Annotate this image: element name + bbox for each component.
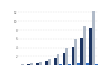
Bar [63,53,66,65]
Bar [95,64,98,65]
Bar [21,64,24,65]
Bar [66,48,68,65]
Bar [83,26,86,65]
Bar [77,63,80,65]
Bar [89,28,92,65]
Bar [45,61,48,65]
Bar [54,58,57,65]
Bar [59,64,62,65]
Bar [57,54,59,65]
Bar [92,12,95,65]
Bar [39,62,42,65]
Bar [86,63,89,65]
Bar [48,59,50,65]
Bar [30,63,33,65]
Bar [74,39,77,65]
Bar [72,47,74,65]
Bar [36,63,39,65]
Bar [68,64,71,65]
Bar [27,64,30,65]
Bar [80,38,83,65]
